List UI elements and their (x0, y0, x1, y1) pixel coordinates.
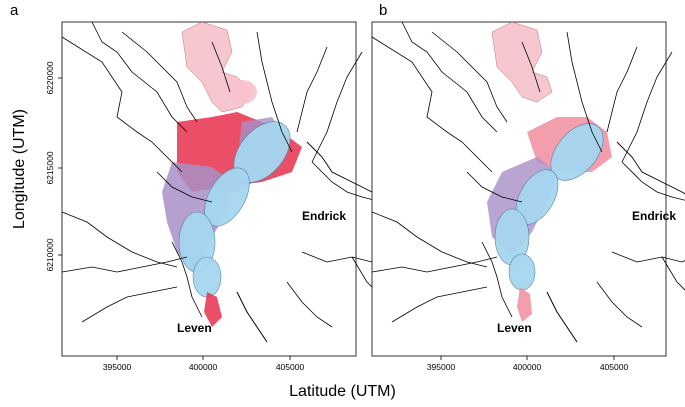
y-tick-label: 6210000 (45, 238, 55, 271)
place-leven: Leven (177, 321, 212, 335)
x-tick-label: 395000 (427, 362, 456, 372)
panel-a-y-ticks: 6210000 6215000 6220000 (45, 61, 62, 272)
x-tick-label: 400000 (189, 362, 218, 372)
place-endrick: Endrick (302, 209, 346, 223)
panel-b-content: Endrick Leven (371, 21, 685, 343)
panel-a-x-ticks: 395000 400000 405000 (103, 356, 305, 372)
panel-a-map: Endrick Leven 395000 400000 405000 62100… (45, 21, 398, 372)
y-tick-label: 6220000 (45, 61, 55, 94)
panel-b-x-ticks: 395000 400000 405000 (427, 356, 629, 372)
panel-b-map: Endrick Leven 395000 400000 405000 (371, 21, 685, 372)
x-tick-label: 395000 (103, 362, 132, 372)
y-tick-label: 6215000 (45, 151, 55, 184)
place-leven: Leven (497, 321, 532, 335)
place-endrick: Endrick (632, 209, 676, 223)
x-tick-label: 405000 (276, 362, 305, 372)
x-tick-label: 400000 (513, 362, 542, 372)
x-tick-label: 405000 (600, 362, 629, 372)
panel-a-content: Endrick Leven (61, 21, 398, 343)
panel-a-label: a (10, 2, 19, 19)
x-axis-label: Latitude (UTM) (289, 383, 396, 400)
panel-b-label: b (379, 2, 388, 19)
